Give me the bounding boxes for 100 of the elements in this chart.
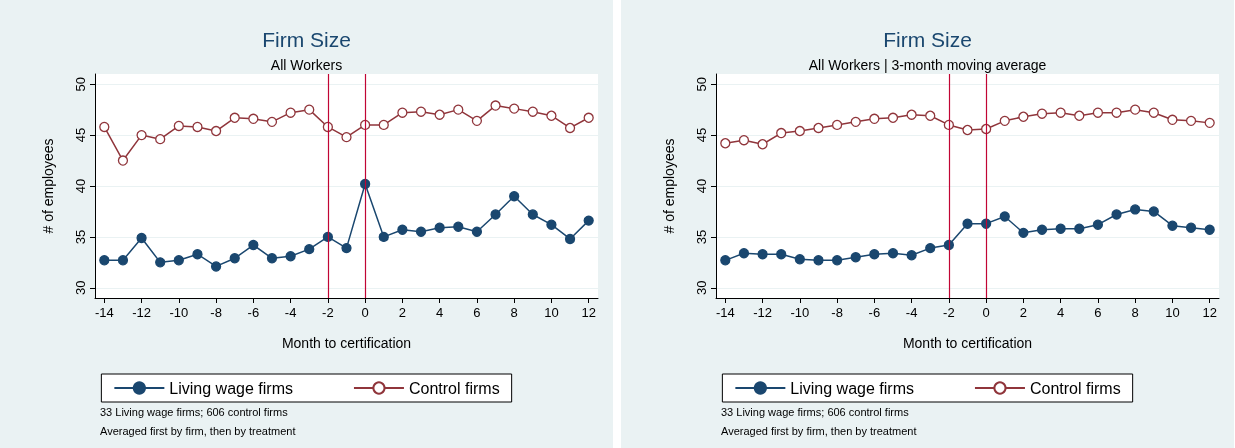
point (285, 107, 296, 118)
point (564, 122, 576, 134)
point (99, 255, 110, 266)
point (527, 106, 538, 117)
point (397, 107, 408, 118)
x-axis-title: Month to certification (281, 335, 412, 351)
point (453, 221, 464, 232)
y-tick-label: 35 (73, 229, 88, 245)
point (1018, 227, 1029, 238)
point (99, 121, 110, 133)
text: 33 Living wage firms; 606 control firms (721, 405, 910, 418)
point (136, 129, 147, 141)
point (229, 112, 240, 123)
y-tick-label: 40 (694, 178, 709, 194)
point (999, 211, 1010, 222)
point (453, 104, 464, 115)
point (173, 255, 184, 266)
x-tick-label: 10 (1165, 305, 1180, 320)
point (490, 209, 501, 220)
point (341, 131, 352, 143)
x-tick-label: -10 (790, 305, 810, 320)
x-tick-label: 6 (473, 305, 481, 320)
point (1167, 114, 1178, 125)
point (1055, 107, 1066, 118)
point (831, 255, 843, 266)
point (341, 242, 352, 254)
point (794, 125, 805, 137)
x-tick-label: -6 (247, 305, 260, 320)
point (1204, 224, 1215, 235)
point (1036, 108, 1048, 119)
point (1092, 219, 1104, 230)
point (1111, 209, 1122, 220)
y-tick-label: 50 (694, 76, 709, 92)
chart-title: Firm Size (262, 28, 351, 51)
x-tick-label: 2 (1019, 305, 1028, 320)
point (1092, 107, 1104, 118)
x-tick-label: 0 (982, 305, 990, 320)
point (850, 252, 861, 263)
point (962, 218, 973, 229)
legend-label: Living wage firms (169, 379, 293, 397)
point (1148, 206, 1159, 217)
y-tick-label: 30 (694, 280, 709, 296)
point (266, 116, 278, 127)
point (210, 261, 222, 272)
point (1167, 220, 1178, 231)
y-tick-label: 45 (694, 127, 709, 143)
point (813, 122, 824, 134)
point (304, 243, 315, 255)
point (1148, 107, 1159, 118)
point (173, 120, 184, 132)
point (210, 125, 222, 137)
chart-subtitle: All Workers (270, 57, 343, 73)
legend-label: Control firms (408, 379, 500, 397)
point (434, 109, 445, 120)
x-tick-label: -10 (169, 305, 189, 320)
point (509, 103, 520, 114)
x-tick-label: -14 (715, 305, 735, 320)
y-axis-title: # of employees (40, 138, 56, 234)
x-tick-label: 4 (436, 305, 444, 320)
x-tick-label: -8 (210, 305, 222, 320)
x-tick-label: 6 (1094, 305, 1102, 320)
point (757, 249, 768, 260)
point (490, 100, 501, 111)
point (155, 257, 166, 268)
x-tick-label: 8 (1131, 305, 1139, 320)
point (720, 138, 731, 149)
point (546, 219, 557, 230)
point (471, 226, 483, 237)
point (813, 255, 824, 266)
point (136, 232, 147, 244)
point (1111, 107, 1122, 118)
point (248, 239, 259, 251)
point (794, 254, 805, 265)
point (583, 112, 594, 123)
point (564, 233, 576, 245)
x-tick-label: -12 (753, 305, 772, 320)
point (583, 215, 594, 226)
point (962, 124, 973, 136)
x-tick-label: 0 (361, 305, 369, 320)
chart-subtitle: All Workers | 3-month moving average (808, 57, 1047, 73)
x-tick-label: 4 (1057, 305, 1065, 320)
point (1130, 104, 1141, 115)
point (887, 248, 899, 259)
point (1204, 117, 1215, 129)
x-tick-label: -6 (868, 305, 881, 320)
point (776, 249, 787, 260)
point (757, 139, 768, 150)
point (1074, 110, 1085, 121)
y-tick-label: 50 (73, 76, 88, 92)
point (776, 127, 787, 139)
point (415, 106, 427, 117)
text: 33 Living wage firms; 606 control firms (100, 405, 289, 418)
point (1185, 115, 1197, 126)
point (527, 209, 538, 220)
point (999, 115, 1010, 126)
legend-label: Control firms (1029, 379, 1121, 397)
x-tick-label: 12 (581, 305, 596, 320)
x-tick-label: -14 (94, 305, 114, 320)
y-tick-label: 45 (73, 127, 88, 143)
x-tick-label: 12 (1202, 305, 1217, 320)
